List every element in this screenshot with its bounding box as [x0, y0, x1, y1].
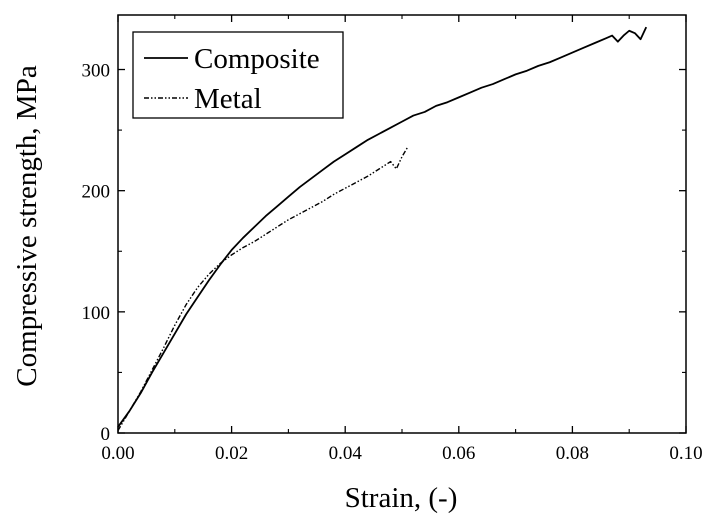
y-axis-ticks: 0 100 200 300 — [82, 61, 686, 445]
x-tick-label: 0.08 — [556, 443, 589, 464]
x-tick-label: 0.00 — [101, 443, 134, 464]
legend-box — [132, 31, 344, 119]
y-tick-label: 100 — [82, 303, 111, 324]
x-tick-label: 0.06 — [442, 443, 475, 464]
y-axis-label: Compressive strength, MPa — [11, 65, 43, 387]
x-axis-ticks: 0.00 0.02 0.04 0.06 0.08 0.10 — [101, 15, 703, 464]
x-tick-label: 0.04 — [329, 443, 363, 464]
y-tick-label: 300 — [82, 61, 111, 82]
legend: Composite Metal — [132, 31, 344, 119]
series-lines — [117, 26, 648, 431]
x-axis-label: Strain, (-) — [345, 482, 458, 514]
x-tick-label: 0.02 — [215, 443, 248, 464]
legend-label-composite: Composite — [194, 43, 320, 75]
series-line-composite — [117, 26, 648, 428]
series-line-metal — [117, 146, 409, 431]
x-tick-label: 0.10 — [669, 443, 702, 464]
y-tick-label: 0 — [101, 424, 111, 445]
y-tick-label: 200 — [82, 182, 111, 203]
legend-label-metal: Metal — [194, 83, 262, 115]
